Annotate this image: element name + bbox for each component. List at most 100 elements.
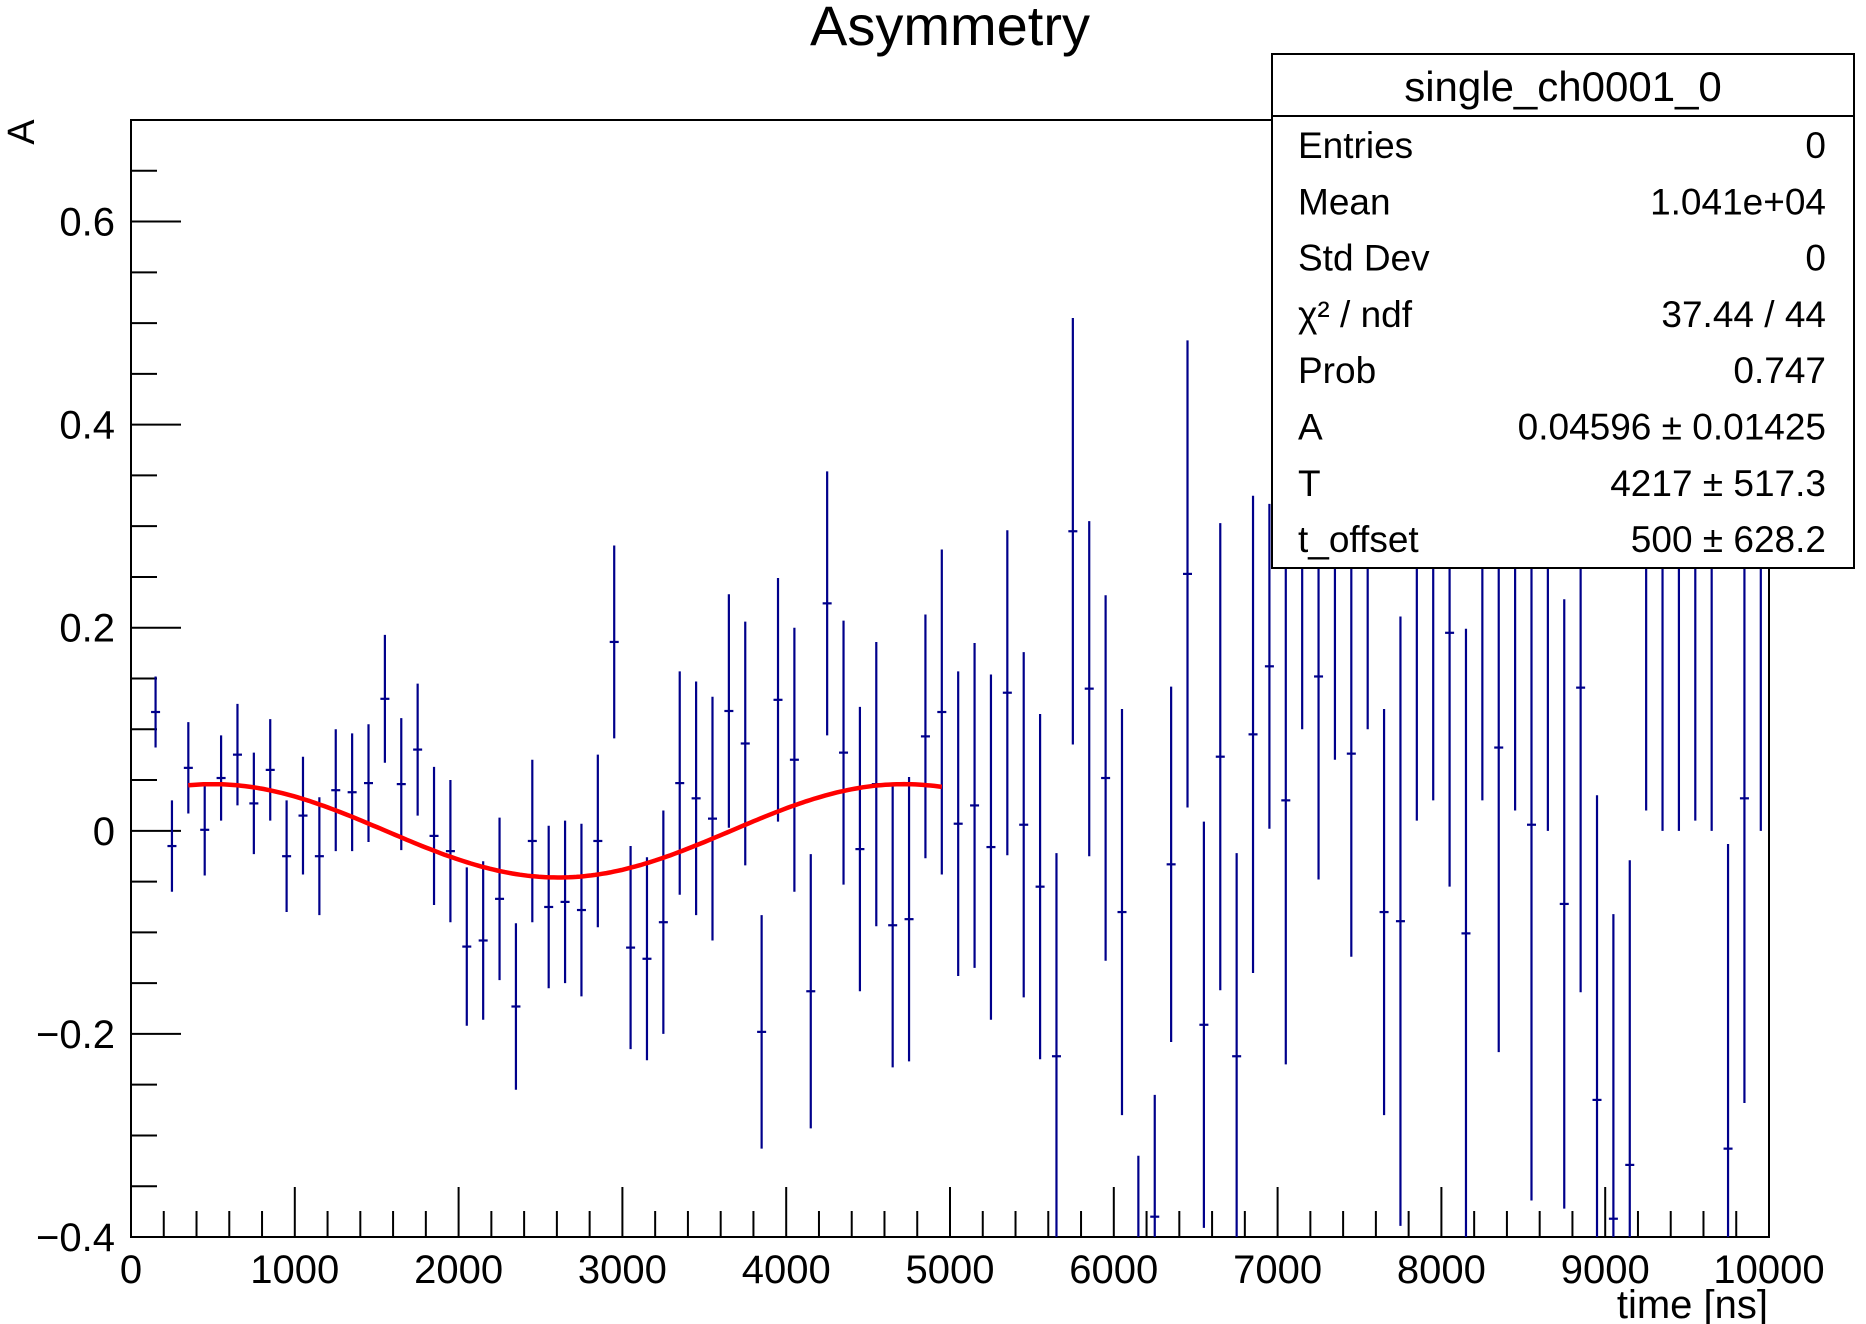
data-point	[413, 683, 423, 816]
x-tick-label: 10000	[1713, 1248, 1824, 1292]
data-point	[691, 681, 701, 916]
stats-box-frame	[1271, 53, 1855, 569]
data-point	[1248, 495, 1258, 973]
x-tick-label: 5000	[906, 1248, 995, 1292]
data-point	[626, 846, 636, 1050]
data-point	[1559, 599, 1569, 1209]
data-point	[445, 780, 455, 923]
data-point	[609, 545, 619, 739]
data-point	[1723, 844, 1733, 1237]
data-point	[904, 776, 914, 1062]
data-point	[789, 627, 799, 892]
data-point	[544, 825, 554, 989]
stats-row-label: Std Dev	[1298, 238, 1430, 279]
stats-row-value: 0	[1805, 238, 1826, 279]
fit-curve	[188, 781, 943, 880]
data-point	[1215, 523, 1225, 991]
data-point	[1199, 821, 1209, 1228]
y-tick-label: −0.2	[36, 1013, 115, 1057]
x-tick-label: 1000	[250, 1248, 339, 1292]
x-tick-label: 8000	[1397, 1248, 1486, 1292]
data-point	[1166, 686, 1176, 1043]
data-point	[1526, 449, 1536, 1201]
data-point	[576, 823, 586, 997]
stats-row-label: Entries	[1298, 125, 1413, 166]
data-point	[1346, 550, 1356, 957]
data-point	[593, 754, 603, 928]
stats-row-label: T	[1298, 463, 1321, 504]
y-axis-label: A	[1, 119, 43, 145]
data-point	[1461, 628, 1471, 1237]
data-point	[658, 810, 668, 1034]
stats-row-value: 0	[1805, 125, 1826, 166]
data-point	[1068, 318, 1078, 745]
stats-row-value: 0.04596 ± 0.01425	[1518, 407, 1826, 448]
data-point	[806, 854, 816, 1129]
stats-row-label: χ² / ndf	[1298, 294, 1413, 335]
stats-row-value: 0.747	[1733, 350, 1826, 391]
data-point	[920, 614, 930, 859]
x-axis-label: time [ns]	[1617, 1283, 1768, 1324]
data-point	[1084, 521, 1094, 857]
data-point	[331, 729, 341, 852]
data-point	[1117, 708, 1127, 1116]
data-point	[183, 722, 193, 814]
data-point	[970, 642, 980, 968]
data-point	[1035, 714, 1045, 1060]
data-point	[265, 719, 275, 821]
stats-box: single_ch0001_0 Entries 0 Mean 1.041e+04 Std …	[1271, 53, 1855, 569]
stats-row-value: 1.041e+04	[1650, 181, 1826, 222]
data-point	[232, 703, 242, 806]
data-point	[167, 800, 177, 892]
data-point	[953, 671, 963, 977]
x-tick-label: 2000	[414, 1248, 503, 1292]
data-point	[855, 706, 865, 992]
data-point	[1379, 708, 1389, 1116]
data-point	[888, 783, 898, 1068]
data-point	[740, 621, 750, 866]
data-point	[1608, 914, 1618, 1237]
data-point	[1395, 616, 1405, 1226]
x-tick-label: 4000	[742, 1248, 831, 1292]
y-tick-label: 0	[93, 810, 115, 854]
data-point	[429, 766, 439, 905]
x-tick-label: 9000	[1561, 1248, 1650, 1292]
y-tick-label: 0.2	[59, 607, 115, 651]
data-point	[707, 696, 717, 941]
data-point	[1264, 503, 1274, 829]
data-point	[642, 857, 652, 1061]
stats-row-value: 500 ± 628.2	[1631, 519, 1826, 560]
stats-row-label: Mean	[1298, 181, 1391, 222]
data-point	[675, 671, 685, 895]
data-point	[1002, 530, 1012, 856]
fit-curve-layer	[188, 781, 943, 880]
data-point	[1592, 795, 1602, 1237]
data-point	[724, 594, 734, 828]
data-point	[937, 549, 947, 875]
data-point	[511, 923, 521, 1090]
data-point	[1625, 860, 1635, 1237]
data-point	[1019, 652, 1029, 998]
data-point	[200, 784, 210, 876]
x-tick-label: 3000	[578, 1248, 667, 1292]
stats-row-label: Prob	[1298, 350, 1376, 391]
chart-title: Asymmetry	[810, 0, 1090, 57]
stats-box-title: single_ch0001_0	[1404, 63, 1722, 110]
data-point	[1739, 493, 1749, 1103]
data-point	[478, 861, 488, 1020]
data-point	[249, 752, 259, 855]
data-point	[1101, 595, 1111, 961]
data-point	[380, 634, 390, 763]
y-tick-label: −0.4	[36, 1216, 115, 1260]
x-tick-label: 7000	[1233, 1248, 1322, 1292]
stats-row-value: 37.44 / 44	[1661, 294, 1826, 335]
data-point	[527, 759, 537, 923]
stats-row-label: t_offset	[1298, 519, 1419, 560]
axes: 0 1000 2000 3000 4000 5000 6000 7000 8000 9000 100…	[36, 119, 1825, 1292]
y-tick-label: 0.4	[59, 404, 115, 448]
x-tick-label: 0	[120, 1248, 142, 1292]
data-point	[773, 577, 783, 822]
data-point	[495, 817, 505, 981]
data-point	[1232, 853, 1242, 1237]
